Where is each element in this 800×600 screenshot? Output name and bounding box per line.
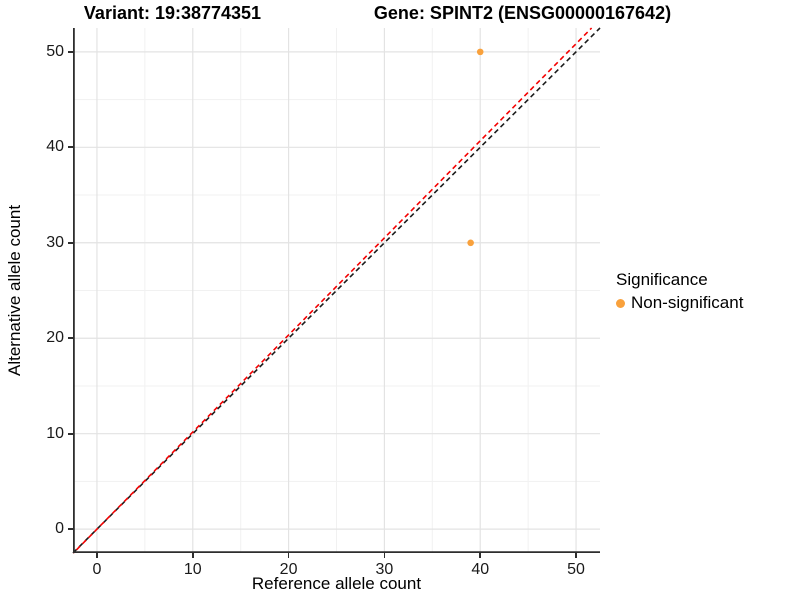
y-tick-mark	[68, 337, 73, 340]
x-tick-mark	[191, 553, 194, 558]
y-tick-label: 20	[46, 329, 64, 347]
x-tick-label: 20	[279, 561, 298, 578]
x-tick-label: 10	[183, 561, 202, 578]
x-tick-mark	[479, 553, 482, 558]
x-tick-label: 50	[567, 561, 585, 578]
x-tick-mark	[287, 553, 290, 558]
y-tick-label: 30	[46, 233, 64, 251]
x-tick-mark	[96, 553, 98, 558]
y-tick-mark	[68, 241, 73, 244]
x-tick-label: 30	[375, 561, 394, 578]
legend-item: Non-significant	[616, 293, 743, 313]
chart-title-gene: Gene: SPINT2 (ENSG00000167642)	[373, 3, 672, 23]
y-tick-label: 50	[46, 42, 64, 60]
legend-title: Significance	[616, 270, 708, 289]
y-tick-mark	[68, 146, 73, 149]
y-tick-label: 10	[46, 424, 64, 442]
y-axis-title: Alternative allele count	[5, 204, 24, 377]
legend-item-label: Non-significant	[631, 293, 744, 312]
y-tick-mark	[68, 432, 73, 435]
y-tick-mark	[68, 50, 73, 53]
plot-svg	[72, 27, 601, 554]
x-axis-title: Reference allele count	[251, 574, 422, 593]
data-point	[476, 48, 484, 56]
x-tick-label: 40	[471, 561, 490, 578]
y-tick-mark	[68, 528, 73, 531]
x-tick-label: 0	[92, 561, 102, 578]
legend-dot-icon	[616, 298, 625, 308]
chart-title-variant: Variant: 19:38774351	[83, 3, 262, 23]
plot-panel	[72, 27, 601, 554]
x-tick-mark	[575, 553, 577, 558]
y-tick-label: 0	[55, 520, 64, 538]
data-point	[467, 239, 474, 247]
x-tick-mark	[383, 553, 386, 558]
y-tick-label: 40	[46, 138, 64, 156]
legend: Significance Non-significant	[616, 270, 743, 313]
